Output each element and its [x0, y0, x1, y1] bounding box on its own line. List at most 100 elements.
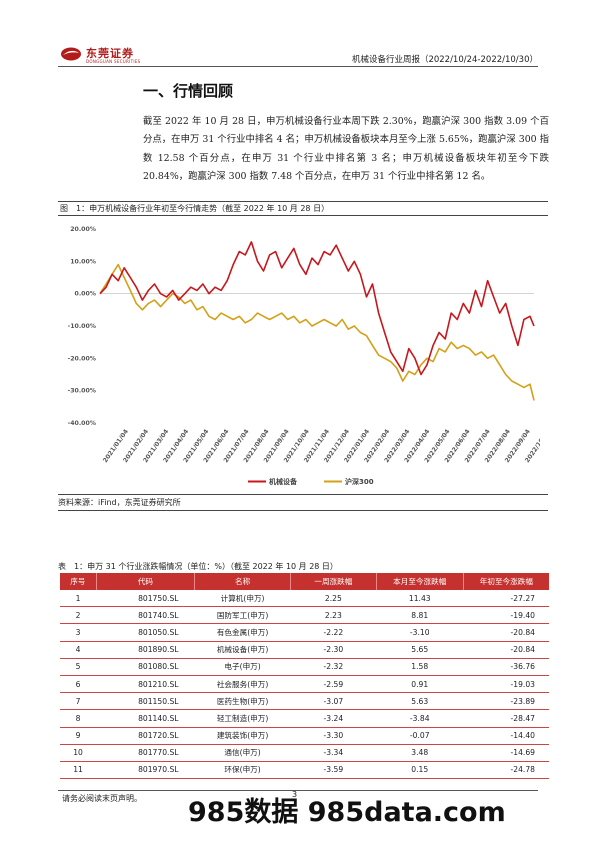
cell-index: 11	[60, 761, 97, 780]
y-tick-label: -40.00%	[68, 420, 96, 427]
table-row: 11 801970.SL 环保(申万) -3.59 0.15 -24.78	[60, 761, 549, 780]
cell-name: 轻工制造(申万)	[194, 709, 291, 728]
y-axis-labels: 20.00% 10.00% 0.00% -10.00% -20.00% -30.00% -4…	[68, 226, 96, 427]
cell-month: 5.63	[376, 692, 464, 711]
cell-ytd: -27.27	[463, 590, 549, 608]
cell-index: 5	[60, 658, 97, 676]
cell-week: -3.59	[290, 761, 377, 780]
cell-index: 1	[60, 590, 97, 608]
cell-index: 7	[60, 692, 97, 711]
cell-name: 环保(申万)	[194, 761, 291, 780]
table-row: 3 801050.SL 有色金属(申万) -2.22 -3.10 -20.84	[60, 623, 549, 642]
cell-week: -2.30	[290, 641, 377, 659]
cell-ytd: -20.84	[463, 641, 549, 659]
chart-legend: 机械设备 沪深300	[248, 477, 374, 486]
y-tick-label: 20.00%	[70, 226, 96, 233]
y-tick-label: 0.00%	[75, 291, 96, 298]
cell-week: 2.25	[290, 590, 377, 608]
cell-name: 计算机(申万)	[194, 590, 291, 608]
cell-month: 11.43	[376, 590, 464, 608]
series-line-hs300	[99, 263, 535, 401]
y-tick-label: -10.00%	[68, 323, 96, 330]
cell-code: 801720.SL	[96, 727, 195, 745]
cell-name: 电子(申万)	[194, 658, 291, 676]
section-title: 一、行情回顾	[143, 82, 234, 100]
cell-name: 社会服务(申万)	[194, 675, 291, 694]
cell-ytd: -14.69	[463, 744, 549, 762]
table-row: 5 801080.SL 电子(申万) -2.32 1.58 -36.76	[60, 658, 549, 676]
cell-index: 6	[60, 675, 97, 694]
cell-month: 5.65	[376, 641, 464, 659]
source-top-rule	[58, 494, 548, 495]
cell-index: 8	[60, 709, 97, 728]
cell-month: -0.07	[376, 727, 464, 745]
cell-ytd: -19.40	[463, 606, 549, 625]
industry-performance-table: 序号 代码 名称 一周涨跌幅 本月至今涨跌幅 年初至今涨跌幅 1 801750.S…	[60, 573, 549, 780]
cell-code: 801150.SL	[96, 692, 195, 711]
figure-caption-top-rule	[58, 201, 548, 202]
cell-name: 建筑装饰(申万)	[194, 727, 291, 745]
y-tick-label: 10.00%	[70, 258, 96, 265]
cell-ytd: -23.89	[463, 692, 549, 711]
cell-month: -3.84	[376, 709, 464, 728]
col-header-index: 序号	[60, 573, 97, 590]
cell-ytd: -20.84	[463, 623, 549, 642]
cell-code: 801210.SL	[96, 675, 195, 694]
cell-ytd: -28.47	[463, 709, 549, 728]
cell-code: 801140.SL	[96, 709, 195, 728]
cell-ytd: -19.03	[463, 675, 549, 694]
cell-ytd: -14.40	[463, 727, 549, 745]
legend-label: 沪深300	[345, 477, 374, 486]
cell-code: 801970.SL	[96, 761, 195, 780]
figure-source: 资料来源：iFind，东莞证券研究所	[58, 498, 181, 507]
cell-code: 801080.SL	[96, 658, 195, 676]
page-number: 3	[292, 790, 298, 799]
logo-text: 东莞证券	[86, 47, 134, 60]
watermark: 985数据 985data.com	[188, 797, 506, 828]
performance-line-chart: 20.00% 10.00% 0.00% -10.00% -20.00% -30.00% -4…	[68, 226, 540, 486]
cell-month: -3.10	[376, 623, 464, 642]
table-row: 7 801150.SL 医药生物(申万) -3.07 5.63 -23.89	[60, 692, 549, 711]
figure-caption-bottom-rule	[58, 215, 548, 216]
cell-month: 0.15	[376, 761, 464, 780]
company-logo: 东莞证券 DONGGUAN SECURITIES	[60, 44, 180, 64]
cell-code: 801750.SL	[96, 590, 195, 608]
cell-month: 0.91	[376, 675, 464, 694]
table-row: 2 801740.SL 国防军工(申万) 2.23 8.81 -19.40	[60, 606, 549, 625]
table-caption: 表 1：申万 31 个行业涨跌幅情况（单位：%）（截至 2022 年 10 月 …	[58, 562, 338, 571]
summary-paragraph: 截至 2022 年 10 月 28 日，申万机械设备行业本周下跌 2.30%，跑…	[143, 116, 549, 183]
table-row: 9 801720.SL 建筑装饰(申万) -3.30 -0.07 -14.40	[60, 727, 549, 745]
logo-subtext: DONGGUAN SECURITIES	[86, 59, 141, 64]
table-row: 4 801890.SL 机械设备(申万) -2.30 5.65 -20.84	[60, 641, 549, 659]
col-header-month: 本月至今涨跌幅	[376, 573, 464, 590]
cell-name: 国防军工(申万)	[194, 606, 291, 625]
cell-name: 机械设备(申万)	[194, 641, 291, 659]
table-body: 1 801750.SL 计算机(申万) 2.25 11.43 -27.27 2 801740.…	[60, 590, 549, 780]
col-header-code: 代码	[96, 573, 196, 590]
y-tick-label: -20.00%	[68, 355, 96, 362]
cell-index: 2	[60, 606, 97, 625]
report-title: 机械设备行业周报（2022/10/24-2022/10/30）	[351, 55, 538, 65]
table-row: 6 801210.SL 社会服务(申万) -2.59 0.91 -19.03	[60, 675, 549, 694]
cell-code: 801050.SL	[96, 623, 195, 642]
col-header-ytd: 年初至今涨跌幅	[463, 573, 549, 590]
y-tick-label: -30.00%	[68, 388, 96, 395]
figure-caption: 图 1：申万机械设备行业年初至今行情走势（截至 2022 年 10 月 28 日…	[60, 204, 330, 213]
cell-code: 801890.SL	[96, 641, 195, 659]
col-header-name: 名称	[194, 573, 291, 590]
cell-name: 医药生物(申万)	[194, 692, 291, 711]
cell-month: 1.58	[376, 658, 464, 676]
logo-emblem-icon	[61, 47, 81, 61]
series-line-machinery	[99, 241, 535, 376]
cell-code: 801770.SL	[96, 744, 195, 762]
table-row: 8 801140.SL 轻工制造(申万) -3.24 -3.84 -28.47	[60, 709, 549, 728]
table-row: 1 801750.SL 计算机(申万) 2.25 11.43 -27.27	[60, 590, 549, 608]
cell-week: -2.22	[290, 623, 377, 642]
cell-week: -3.30	[290, 727, 377, 745]
cell-week: -3.07	[290, 692, 377, 711]
x-axis-labels: 2021/01/042021/02/042021/03/042021/04/04…	[102, 428, 540, 464]
cell-week: 2.23	[290, 606, 377, 625]
cell-index: 3	[60, 623, 97, 642]
cell-week: -3.34	[290, 744, 377, 762]
cell-ytd: -24.78	[463, 761, 549, 780]
